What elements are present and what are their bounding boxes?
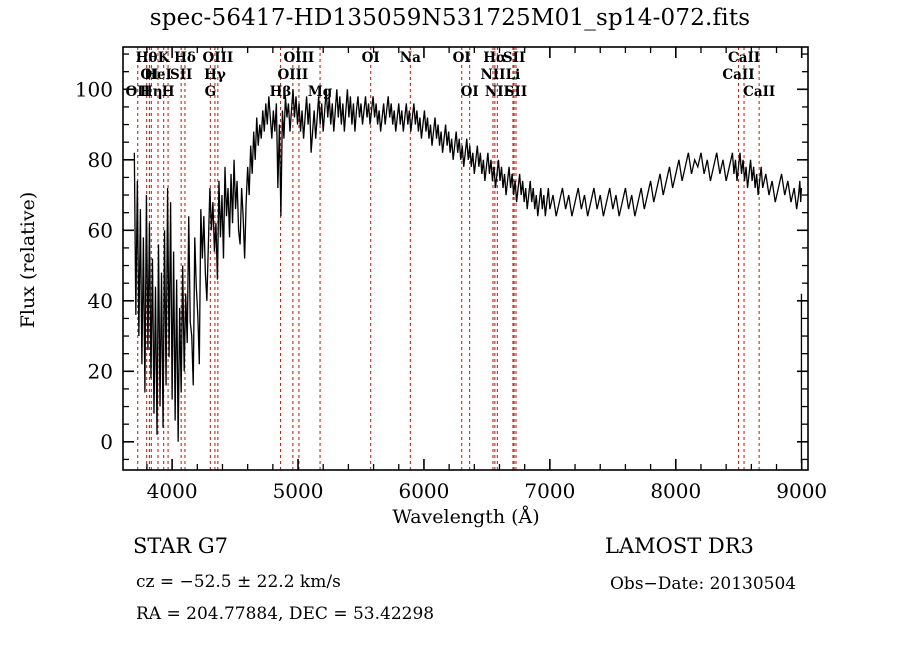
y-tick-label: 80 bbox=[88, 148, 113, 172]
spectral-line-labels: OIIHθOIHηKHeIHSIIHδHγGOIIIHβOIIIOIIIMgOI… bbox=[126, 50, 776, 100]
spectral-line-label: SII bbox=[505, 84, 527, 100]
object-class-text: STAR G7 bbox=[133, 534, 229, 558]
obs-date-text: Obs−Date: 20130504 bbox=[610, 574, 797, 594]
spectral-line-label: OI bbox=[362, 50, 380, 66]
coordinates-text: RA = 204.77884, DEC = 53.42298 bbox=[136, 604, 435, 624]
x-tick-label: 4000 bbox=[147, 479, 198, 503]
spectral-line-label: OIII bbox=[278, 67, 309, 83]
spectral-line-label: NII bbox=[480, 67, 505, 83]
spectral-line-label: Hα bbox=[483, 50, 507, 66]
y-tick-label: 20 bbox=[88, 359, 113, 383]
spectral-line-label: OIII bbox=[284, 50, 315, 66]
y-tick-label: 0 bbox=[100, 430, 113, 454]
spectral-line-label: Hδ bbox=[174, 50, 196, 66]
y-tick-label: 60 bbox=[88, 218, 113, 242]
x-tick-label: 8000 bbox=[650, 479, 701, 503]
survey-name-text: LAMOST DR3 bbox=[605, 534, 754, 558]
spectral-line-label: Mg bbox=[308, 84, 333, 100]
spectral-line-label: Hβ bbox=[270, 84, 292, 100]
spectral-line-label: Hθ bbox=[136, 50, 158, 66]
spectral-line-label: Hγ bbox=[204, 67, 226, 83]
spectral-line-label: CaII bbox=[728, 50, 760, 66]
spectral-line-label: H bbox=[162, 84, 175, 100]
y-tick-label: 40 bbox=[88, 289, 113, 313]
redshift-velocity-text: cz = −52.5 ± 22.2 km/s bbox=[136, 572, 341, 592]
x-tick-label: 7000 bbox=[524, 479, 575, 503]
spectral-line-label: NII bbox=[485, 84, 510, 100]
axis-tick-labels: 4000 5000 6000 7000 8000 9000 0 20 40 60 80 100 bbox=[75, 77, 827, 503]
y-axis-label: Flux (relative) bbox=[17, 192, 39, 329]
spectral-line-label: SII bbox=[170, 67, 192, 83]
x-tick-label: 6000 bbox=[398, 479, 449, 503]
spectral-line-label: OI bbox=[453, 50, 471, 66]
spectral-line-label: Li bbox=[506, 67, 521, 83]
spectral-line-label: Na bbox=[400, 50, 421, 66]
spectral-line-label: OIII bbox=[202, 50, 233, 66]
y-tick-label: 100 bbox=[75, 77, 113, 101]
spectral-line-label: OI bbox=[461, 84, 479, 100]
spectral-line-label: SII bbox=[503, 50, 525, 66]
x-tick-label: 9000 bbox=[776, 479, 827, 503]
spectral-line-label: HeI bbox=[144, 67, 172, 83]
spectral-line-label: G bbox=[205, 84, 217, 100]
spectral-line-label: K bbox=[158, 50, 171, 66]
spectral-line-label: CaII bbox=[743, 84, 775, 100]
spectral-line-label: Hη bbox=[140, 84, 163, 100]
spectral-line-markers bbox=[137, 47, 760, 470]
spectral-line-label: OII bbox=[126, 84, 150, 100]
page-title: spec-56417-HD135059N531725M01_sp14-072.f… bbox=[149, 5, 751, 31]
spectrum-trace bbox=[133, 89, 803, 463]
spectral-line-label: OI bbox=[140, 67, 158, 83]
spectral-line-label: CaII bbox=[722, 67, 754, 83]
x-tick-label: 5000 bbox=[273, 479, 324, 503]
plot-axes bbox=[122, 46, 809, 471]
x-axis-label: Wavelength (Å) bbox=[392, 506, 539, 528]
